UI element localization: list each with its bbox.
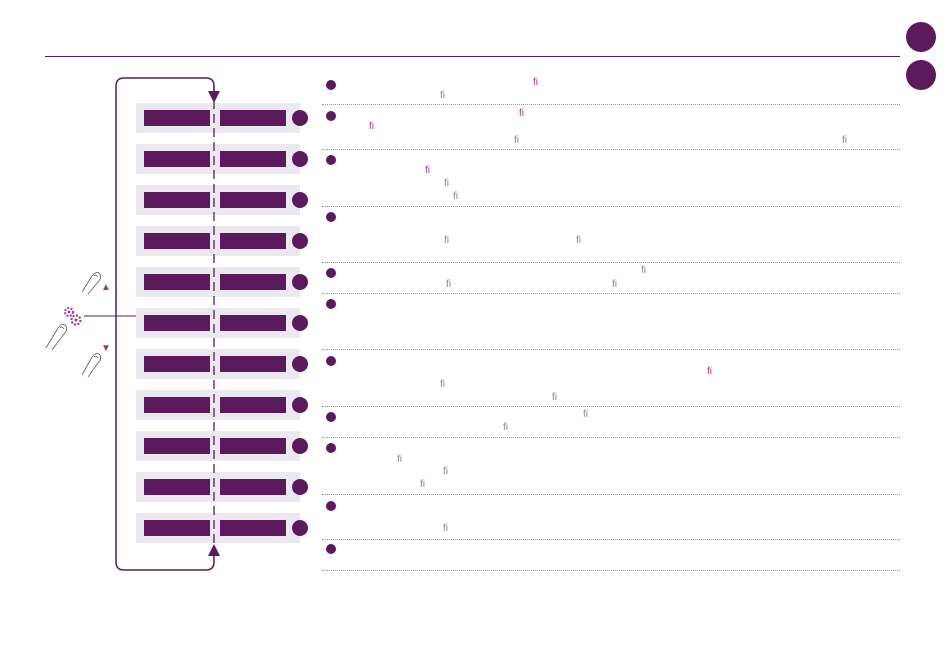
list-item-bullet: [326, 111, 336, 121]
menu-bar-right: [220, 192, 286, 208]
ligature-mark: ﬁ: [533, 77, 538, 88]
row-number-dot: [292, 520, 308, 536]
list-separator: [322, 570, 900, 571]
header-rule: [45, 56, 900, 57]
menu-bar-right: [220, 479, 286, 495]
ligature-mark: ﬁ: [519, 108, 524, 119]
list-separator: [322, 349, 900, 350]
list-separator: [322, 104, 900, 105]
list-item-bullet: [326, 412, 336, 422]
menu-bar-left: [144, 356, 210, 372]
row-number-dot: [292, 356, 308, 372]
row-number-dot: [292, 438, 308, 454]
menu-bar-right: [220, 438, 286, 454]
ligature-mark: ﬁ: [444, 178, 449, 189]
menu-bar-left: [144, 520, 210, 536]
menu-bar-left: [144, 233, 210, 249]
row-number-dot: [292, 192, 308, 208]
ligature-mark: ﬁ: [453, 191, 458, 202]
menu-bar-left: [144, 479, 210, 495]
list-separator: [322, 262, 900, 263]
list-separator: [322, 149, 900, 150]
list-item-bullet: [326, 544, 336, 554]
finger-tap-icon: [78, 345, 106, 377]
ligature-mark: ﬁ: [369, 121, 374, 132]
ligature-mark: ﬁ: [707, 366, 712, 377]
menu-bar-left: [144, 274, 210, 290]
menu-bar-left: [144, 192, 210, 208]
ligature-mark: ﬁ: [552, 392, 557, 403]
row-number-dot: [292, 151, 308, 167]
menu-bar-left: [144, 397, 210, 413]
section-badge: [906, 60, 936, 90]
menu-bar-left: [144, 151, 210, 167]
ligature-mark: ﬁ: [576, 235, 581, 246]
ligature-mark: ﬁ: [514, 135, 519, 146]
ligature-mark: ﬁ: [425, 165, 430, 176]
up-arrow-icon: ▲: [101, 282, 111, 293]
menu-bar-right: [220, 520, 286, 536]
list-separator: [322, 406, 900, 407]
list-separator: [322, 206, 900, 207]
menu-bar-left: [144, 438, 210, 454]
menu-bar-left: [144, 315, 210, 331]
list-separator: [322, 293, 900, 294]
row-number-dot: [292, 479, 308, 495]
list-separator: [322, 494, 900, 495]
ligature-mark: ﬁ: [444, 235, 449, 246]
list-item-bullet: [326, 501, 336, 511]
list-item-bullet: [326, 80, 336, 90]
ligature-mark: ﬁ: [446, 279, 451, 290]
list-item-bullet: [326, 299, 336, 309]
menu-bar-right: [220, 397, 286, 413]
menu-bar-right: [220, 151, 286, 167]
ligature-mark: ﬁ: [440, 379, 445, 390]
list-item-bullet: [326, 356, 336, 366]
row-number-dot: [292, 397, 308, 413]
ligature-mark: ﬁ: [397, 454, 402, 465]
ligature-mark: ﬁ: [503, 422, 508, 433]
ligature-mark: ﬁ: [440, 90, 445, 101]
ligature-mark: ﬁ: [842, 135, 847, 146]
list-item-bullet: [326, 212, 336, 222]
down-arrow-icon: ▼: [101, 343, 111, 354]
row-number-dot: [292, 233, 308, 249]
ligature-mark: ﬁ: [641, 265, 646, 276]
menu-bar-right: [220, 274, 286, 290]
finger-tap-icon: [78, 264, 106, 296]
list-item-bullet: [326, 268, 336, 278]
menu-bar-right: [220, 110, 286, 126]
row-number-dot: [292, 274, 308, 290]
ligature-mark: ﬁ: [443, 466, 448, 477]
row-number-dot: [292, 110, 308, 126]
menu-bar-right: [220, 233, 286, 249]
menu-bar-right: [220, 356, 286, 372]
row-number-dot: [292, 315, 308, 331]
ligature-mark: ﬁ: [583, 409, 588, 420]
menu-bar-right: [220, 315, 286, 331]
finger-tap-icon: [44, 318, 72, 350]
chapter-badge: [906, 22, 936, 52]
list-item-bullet: [326, 155, 336, 165]
menu-bar-left: [144, 110, 210, 126]
list-item-bullet: [326, 443, 336, 453]
list-separator: [322, 437, 900, 438]
gears-icon: [61, 305, 85, 327]
list-separator: [322, 539, 900, 540]
ligature-mark: ﬁ: [420, 479, 425, 490]
ligature-mark: ﬁ: [443, 523, 448, 534]
ligature-mark: ﬁ: [612, 279, 617, 290]
